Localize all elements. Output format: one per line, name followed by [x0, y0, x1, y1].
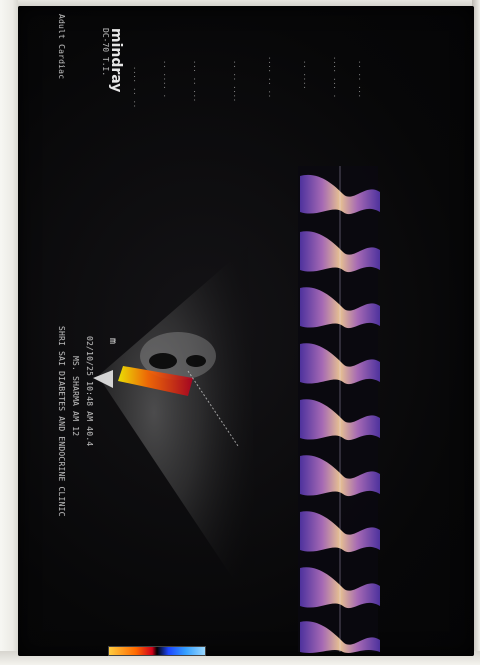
ultrasound-image: [93, 166, 380, 653]
paper-edge-right: [472, 0, 480, 665]
ultrasound-screen: SHRI SAI DIABETES AND ENDOCRINE CLINIC M…: [18, 6, 474, 656]
paper-edge-left: [0, 0, 18, 665]
doppler-spectrum: [300, 174, 380, 653]
color-scale-bar: [108, 646, 206, 656]
paper-edge-top: [0, 0, 480, 10]
